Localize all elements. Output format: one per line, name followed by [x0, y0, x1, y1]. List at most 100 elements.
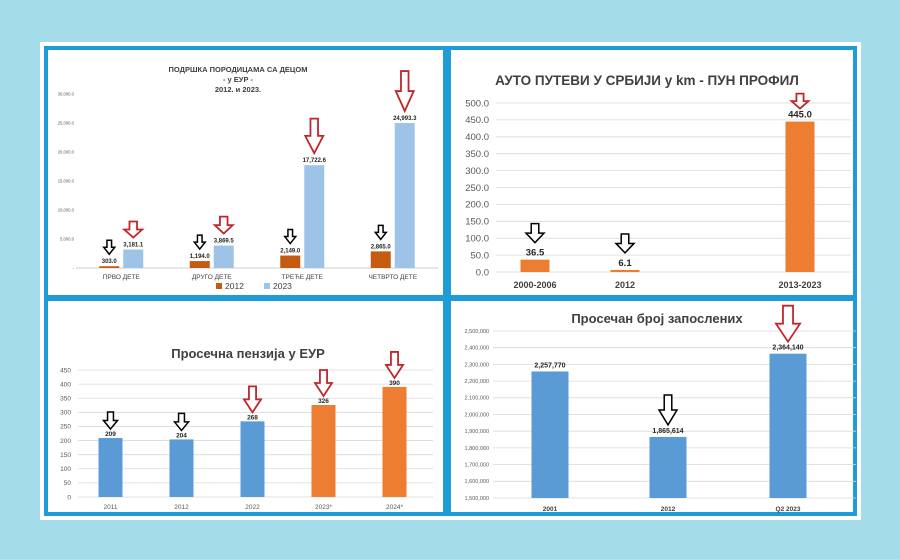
data-label: 2,149.0: [280, 249, 301, 255]
red-arrow: [313, 369, 334, 398]
bar: [610, 269, 640, 272]
black-arrow: [283, 228, 298, 245]
category-label: 2022: [245, 504, 260, 511]
category-label: 2011: [104, 504, 118, 511]
highways-chart: АУТО ПУТЕВИ У СРБИЈИ у km - ПУН ПРОФИЛ 0.…: [465, 73, 851, 290]
category-label: 2012: [615, 280, 635, 290]
bar-2012: [99, 266, 120, 268]
bar: [382, 386, 407, 497]
family-support-chart: ПОДРШКА ПОРОДИЦАМА СА ДЕЦОМ- у ЕУР -2012…: [58, 65, 438, 291]
family-ytick-label: 25,000.0: [58, 120, 75, 125]
black-arrow: [101, 411, 120, 431]
panel-employees: Просечан број запослених 1,500,000 1,600,0…: [447, 297, 857, 516]
black-arrow: [373, 224, 388, 241]
pension-ytick-label: 50: [64, 480, 72, 487]
bar-2012: [189, 261, 210, 268]
legend-label: 2012: [225, 281, 244, 291]
employees-ytick-label: 1,600,000: [465, 479, 489, 485]
legend-label: 2023: [273, 281, 292, 291]
black-arrow: [102, 239, 117, 256]
red-arrow: [121, 220, 145, 239]
black-arrow: [524, 222, 546, 244]
pension-ytick-label: 300: [60, 410, 71, 417]
employees-ytick-label: 1,700,000: [465, 463, 489, 469]
employees-ytick-label: 2,100,000: [465, 396, 489, 402]
family-ytick-label: 15,000.0: [58, 178, 75, 183]
highways-ytick-label: 50.0: [471, 250, 490, 261]
chart-title: - у ЕУР -: [223, 75, 254, 84]
red-arrow: [774, 304, 802, 344]
pension-ytick-label: 350: [60, 395, 71, 402]
highways-ytick-label: 200.0: [465, 200, 489, 211]
bar: [169, 439, 194, 497]
data-label: 390: [389, 380, 400, 387]
panel-highways: АУТО ПУТЕВИ У СРБИЈИ у km - ПУН ПРОФИЛ 0.…: [447, 46, 857, 299]
pension-ytick-label: 400: [60, 381, 71, 388]
data-label: 445.0: [788, 110, 812, 121]
data-label: 3,869.5: [214, 239, 235, 245]
data-label: 36.5: [526, 248, 545, 259]
employees-ytick-label: 1,800,000: [465, 446, 489, 452]
chart-title: 2012. и 2023.: [215, 85, 261, 94]
data-label: 303.0: [102, 259, 118, 265]
bar: [520, 259, 550, 272]
black-arrow: [172, 412, 191, 432]
bar: [769, 353, 807, 498]
data-label: 24,993.3: [393, 116, 417, 122]
data-label: 204: [176, 432, 187, 439]
family-ytick-label: 30,000.0: [58, 91, 75, 96]
data-label: 17,722.6: [303, 158, 327, 164]
data-label: 1,194.0: [190, 254, 211, 260]
bar-2012: [370, 251, 391, 268]
panel-family-support: ПОДРШКА ПОРОДИЦАМА СА ДЕЦОМ - у ЕУР -2012…: [44, 46, 447, 299]
employees-ytick-label: 2,000,000: [465, 412, 489, 418]
red-arrow: [303, 117, 325, 156]
category-label: ТРЕЋЕ ДЕТЕ: [282, 274, 324, 281]
data-label: 268: [247, 414, 258, 421]
red-arrow: [242, 385, 263, 415]
employees-ytick-label: 2,500,000: [465, 329, 489, 335]
category-label: ПРВО ДЕТЕ: [103, 274, 141, 281]
pension-ytick-label: 0: [67, 494, 71, 501]
highways-ytick-label: 300.0: [465, 166, 489, 177]
black-arrow: [657, 394, 679, 427]
data-label: 326: [318, 398, 329, 405]
employees-ytick-label: 2,400,000: [465, 346, 489, 352]
family-ytick-label: 5,000.0: [60, 236, 75, 241]
family-ytick-label: -: [73, 265, 75, 270]
category-label: 2001: [543, 506, 558, 513]
highways-ytick-label: 450.0: [465, 115, 489, 126]
bar: [98, 438, 123, 497]
category-label: 2012: [661, 506, 676, 513]
black-arrow: [192, 234, 207, 251]
pension-ytick-label: 200: [60, 438, 71, 445]
data-label: 3,181.1: [123, 243, 144, 249]
red-arrow: [384, 351, 405, 380]
highways-ytick-label: 0.0: [476, 267, 489, 278]
bar-2023: [123, 249, 144, 268]
family-ytick-label: 20,000.0: [58, 149, 75, 154]
employees-ytick-label: 1,500,000: [465, 496, 489, 502]
data-label: 6.1: [618, 258, 632, 269]
bar: [785, 121, 815, 272]
bar: [240, 421, 265, 497]
chart-title: Просечан број запослених: [571, 311, 743, 326]
employees-chart: Просечан број запослених 1,500,000 1,600,0…: [465, 304, 856, 513]
bar: [531, 371, 569, 498]
bar-2023: [304, 165, 325, 268]
data-label: 2,865.0: [371, 244, 392, 250]
data-label: 209: [105, 431, 116, 438]
bar: [311, 404, 336, 497]
category-label: 2013-2023: [778, 280, 821, 290]
category-label: 2023*: [315, 504, 332, 511]
chart-title: АУТО ПУТЕВИ У СРБИЈИ у km - ПУН ПРОФИЛ: [495, 73, 799, 88]
bar-2023: [213, 245, 234, 268]
panel-pension: Просечна пензија у ЕУР 0 50 100 150 200 250 300…: [44, 297, 447, 516]
chart-title: Просечна пензија у ЕУР: [171, 346, 325, 361]
pension-ytick-label: 100: [60, 466, 71, 473]
red-arrow: [789, 92, 811, 110]
legend-swatch: [216, 283, 222, 289]
highways-ytick-label: 100.0: [465, 234, 489, 245]
family-ytick-label: 10,000.0: [58, 207, 75, 212]
highways-ytick-label: 400.0: [465, 132, 489, 143]
